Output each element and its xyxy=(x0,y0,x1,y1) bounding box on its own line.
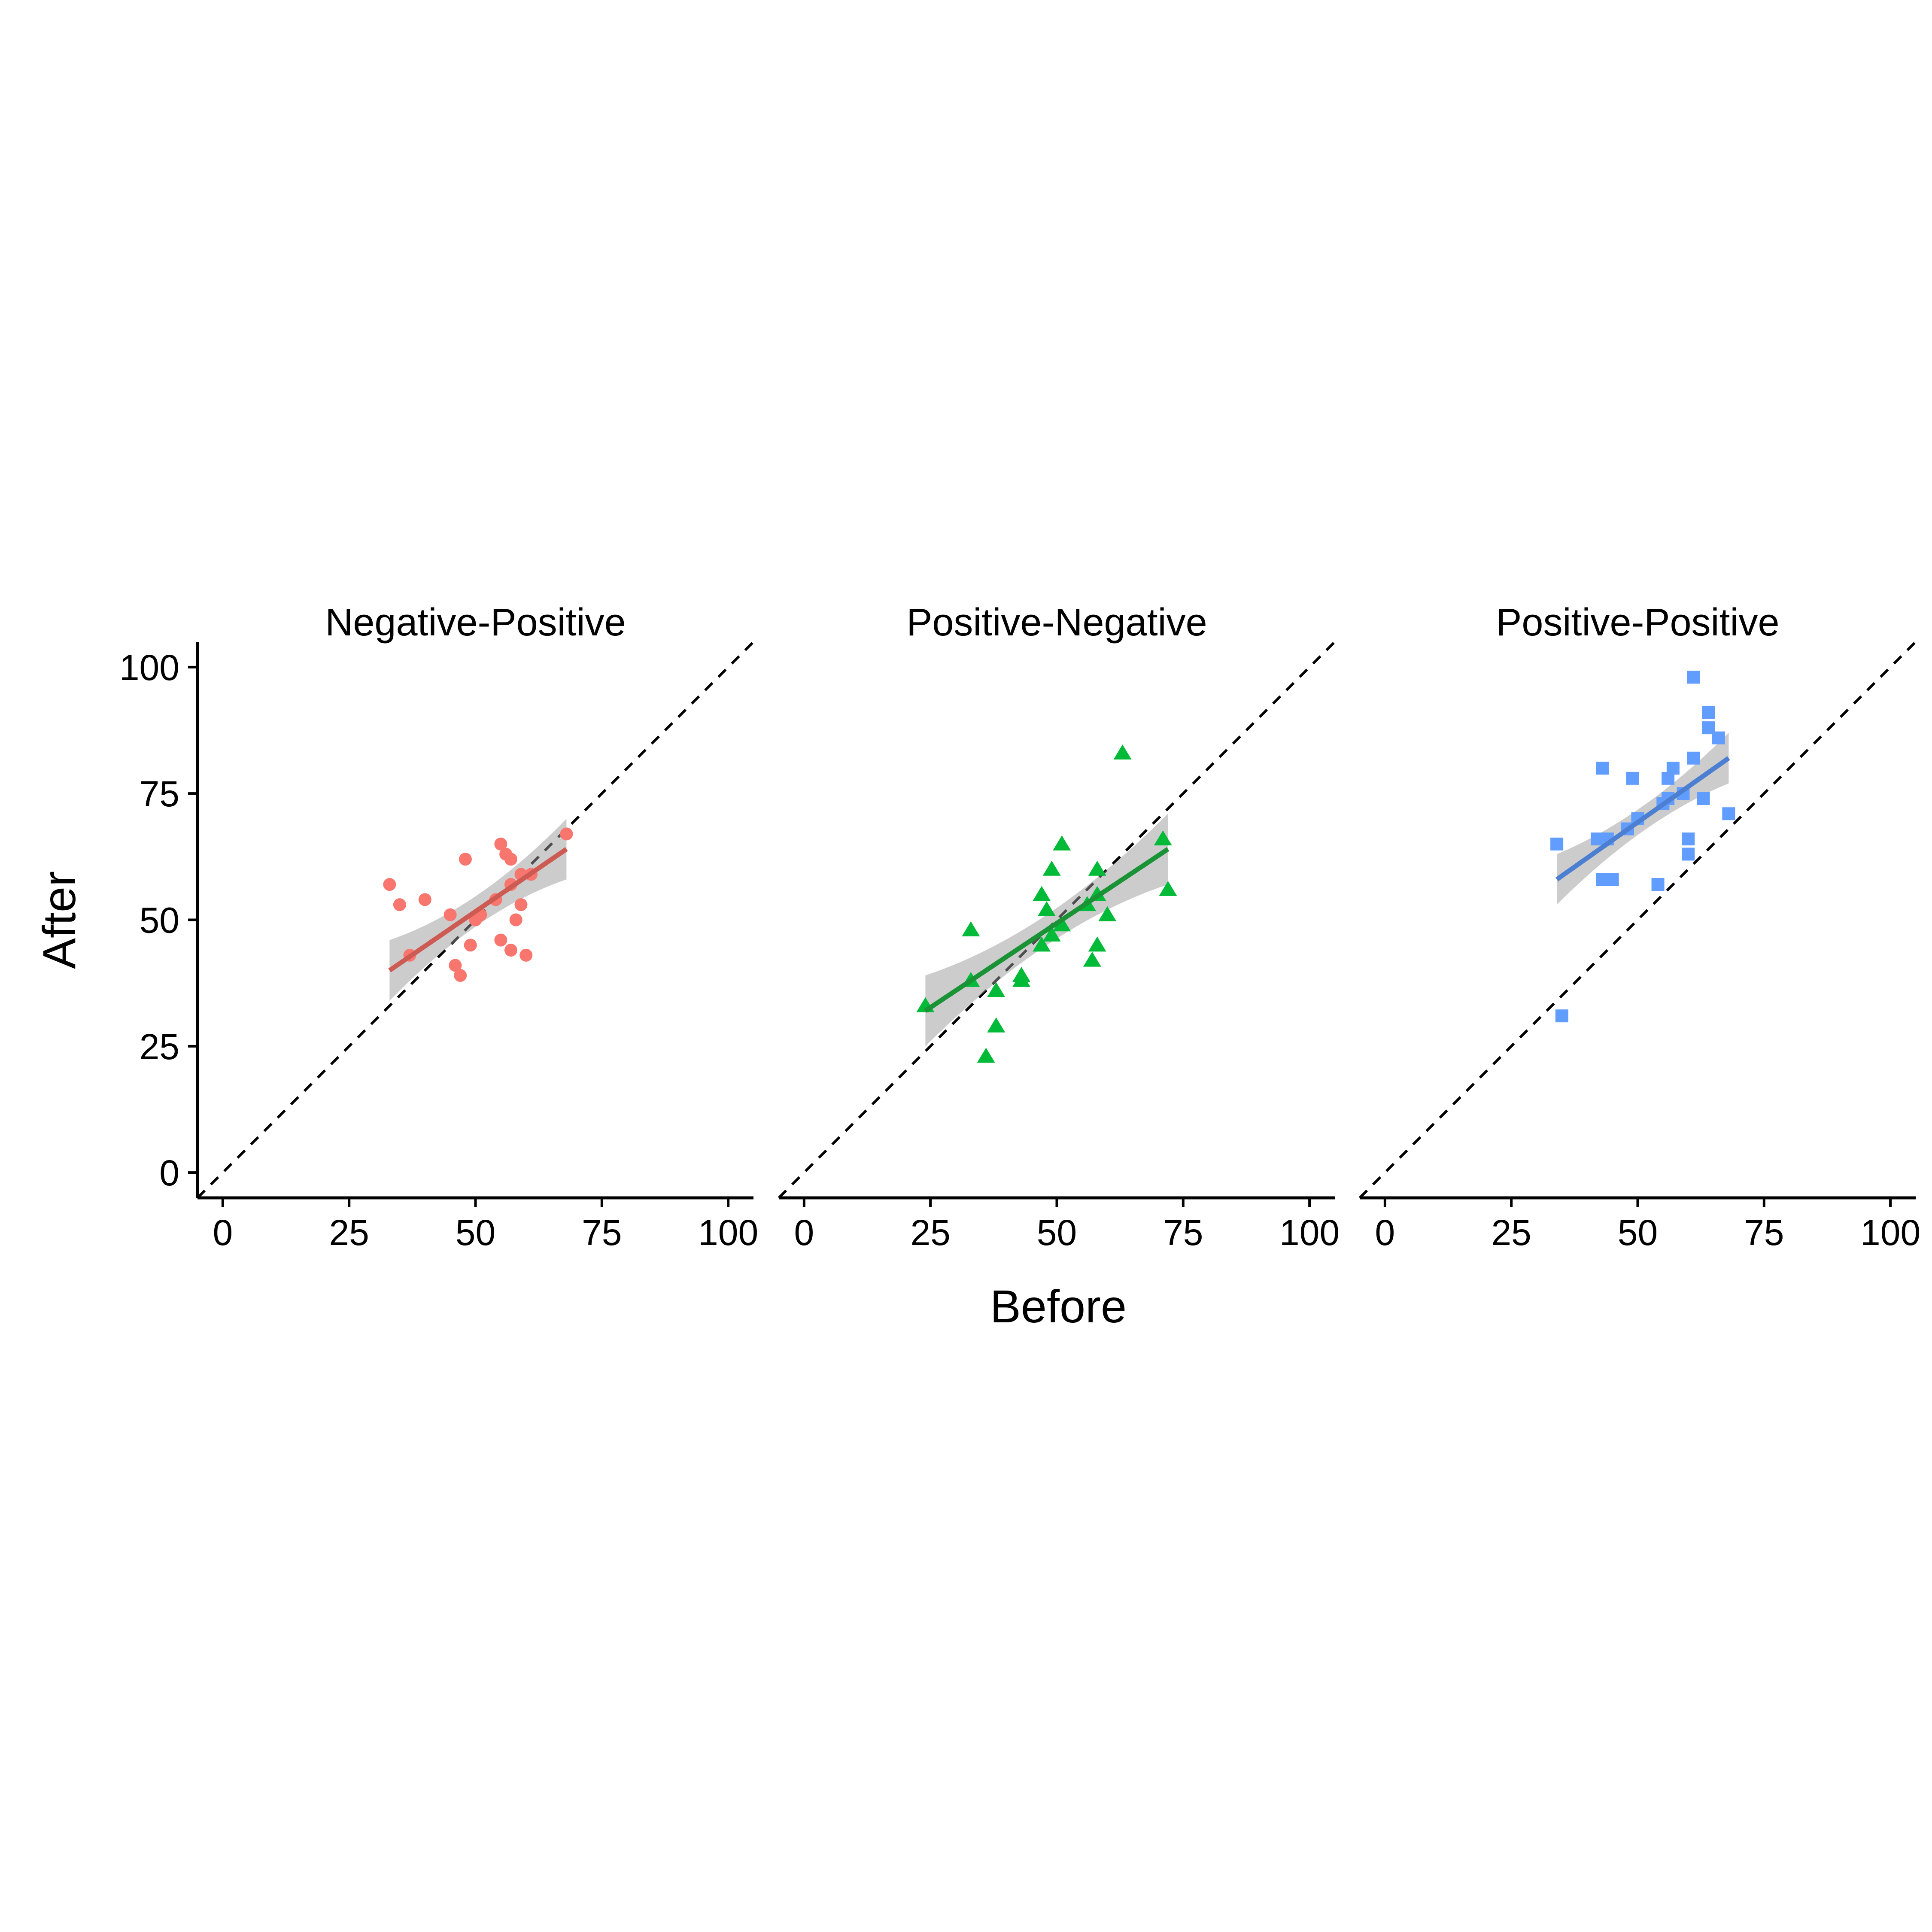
data-point xyxy=(1033,936,1051,952)
panel-3: Positive-Positive 0 25 50 75 100 xyxy=(1358,601,1920,1253)
x-tick-label: 0 xyxy=(794,1212,814,1253)
data-point xyxy=(464,939,477,952)
data-point xyxy=(962,921,980,937)
x-tick-label: 100 xyxy=(698,1212,758,1253)
data-point xyxy=(1651,878,1665,891)
data-point xyxy=(1113,744,1132,759)
data-point xyxy=(1012,972,1031,987)
data-point xyxy=(494,837,507,851)
data-point xyxy=(1702,706,1715,719)
data-point xyxy=(1687,751,1700,765)
y-tick-label: 100 xyxy=(119,647,179,688)
data-point xyxy=(1159,881,1177,896)
x-tick-label: 75 xyxy=(1744,1212,1784,1253)
data-point xyxy=(1682,832,1695,846)
data-point xyxy=(1550,837,1564,851)
y-axis-title: After xyxy=(33,871,85,969)
x-tick-label: 75 xyxy=(1163,1212,1203,1253)
x-tick-label: 25 xyxy=(329,1212,369,1253)
data-point xyxy=(1042,926,1061,942)
data-point xyxy=(444,908,457,921)
data-point xyxy=(1083,951,1101,967)
regression-line xyxy=(388,847,568,972)
x-tick-label: 100 xyxy=(1860,1212,1920,1253)
x-tick-label: 0 xyxy=(213,1212,233,1253)
data-point xyxy=(1596,762,1609,775)
x-tick-label: 50 xyxy=(1618,1212,1658,1253)
data-point xyxy=(418,893,431,906)
panel-1: Negative-Positive 0 25 50 75 100 0 25 50 75 100 xyxy=(119,601,758,1253)
data-point xyxy=(393,898,406,911)
x-tick-label: 0 xyxy=(1375,1212,1395,1253)
data-point xyxy=(977,1048,995,1063)
x-tick-label: 25 xyxy=(910,1212,950,1253)
data-point xyxy=(504,944,517,957)
data-point xyxy=(1697,792,1710,805)
x-tick-label: 50 xyxy=(1037,1212,1077,1253)
data-point xyxy=(509,913,522,927)
data-point xyxy=(1037,901,1056,916)
data-point xyxy=(454,969,467,982)
data-point xyxy=(1033,886,1051,901)
data-point xyxy=(383,878,396,891)
panel-title: Positive-Negative xyxy=(906,601,1207,644)
regression-line xyxy=(924,847,1170,1013)
y-tick-label: 75 xyxy=(140,774,179,814)
data-point xyxy=(1053,916,1071,932)
data-point xyxy=(1687,671,1700,684)
data-point xyxy=(1666,762,1680,775)
panel-2: Positive-Negative 0 25 50 75 100 xyxy=(778,601,1340,1253)
data-point xyxy=(987,982,1005,997)
data-point xyxy=(449,959,462,972)
data-point xyxy=(1053,835,1071,851)
data-point xyxy=(1722,807,1735,820)
data-point xyxy=(504,853,517,866)
data-point xyxy=(1042,860,1061,876)
x-tick-label: 25 xyxy=(1491,1212,1531,1253)
data-point xyxy=(514,898,528,911)
data-point xyxy=(1088,936,1106,952)
x-tick-label: 100 xyxy=(1279,1212,1340,1253)
data-point xyxy=(1098,906,1117,921)
data-point xyxy=(459,853,472,866)
data-point xyxy=(560,827,573,841)
data-points xyxy=(1550,671,1735,1023)
x-axis-title: Before xyxy=(990,1280,1127,1332)
data-point xyxy=(1088,860,1106,876)
panel-title: Positive-Positive xyxy=(1496,601,1779,644)
x-tick-label: 50 xyxy=(456,1212,495,1253)
regression-line xyxy=(1555,756,1730,881)
data-point xyxy=(987,1017,1005,1033)
y-tick-label: 50 xyxy=(140,900,179,941)
x-tick-label: 75 xyxy=(582,1212,622,1253)
reference-line xyxy=(1358,641,1917,1199)
panel-title: Negative-Positive xyxy=(325,601,626,644)
y-tick-label: 0 xyxy=(159,1153,179,1193)
data-point xyxy=(1555,1009,1568,1023)
data-point xyxy=(1712,731,1725,744)
data-point xyxy=(1682,848,1695,861)
y-tick-label: 25 xyxy=(140,1027,179,1067)
data-point xyxy=(1626,772,1639,785)
data-point xyxy=(1606,873,1619,886)
data-point xyxy=(1154,830,1172,846)
data-point xyxy=(519,948,533,962)
data-point xyxy=(494,933,507,947)
